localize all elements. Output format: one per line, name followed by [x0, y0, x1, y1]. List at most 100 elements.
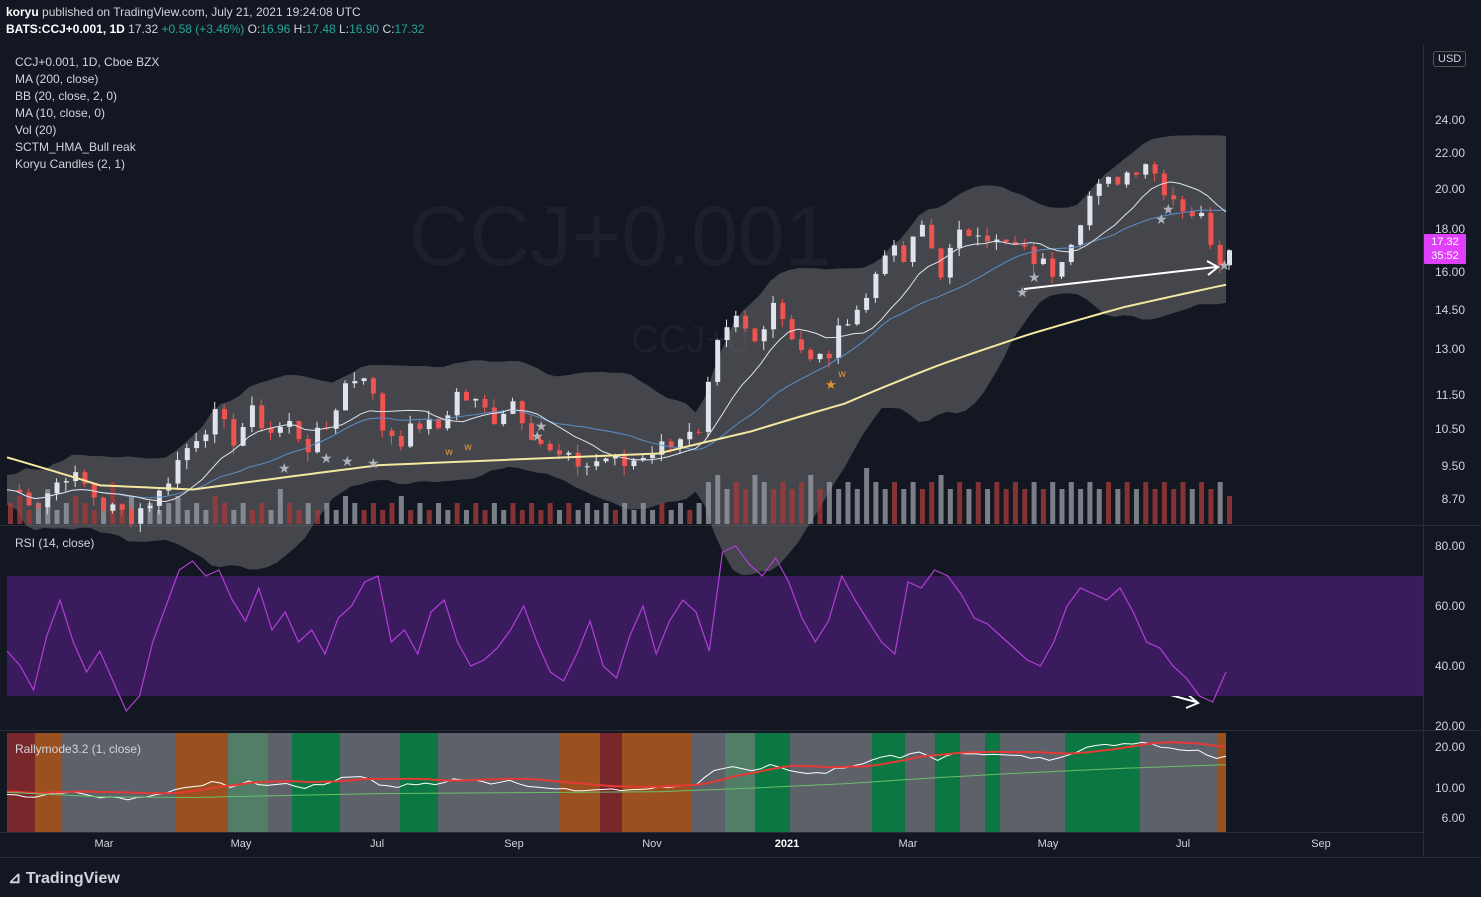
- candle-body: [557, 450, 563, 455]
- legend-symbol[interactable]: CCJ+0.001, 1D, Cboe BZX: [15, 55, 160, 69]
- volume-bar: [82, 503, 88, 524]
- candle-body: [128, 509, 134, 524]
- rally-label[interactable]: Rallymode3.2 (1, close): [15, 742, 142, 756]
- legend-sctm[interactable]: SCTM_HMA_Bull reak: [15, 140, 136, 154]
- signal-markers: ★ ★ ★ ★ ★ ★ ★ ★ ★ ★ ★: [278, 202, 1231, 477]
- legend-koryu[interactable]: Koryu Candles (2, 1): [15, 157, 126, 171]
- x-tick: May: [1037, 838, 1059, 850]
- low-label: L:: [339, 22, 350, 36]
- candle-body: [677, 439, 683, 448]
- candle-body: [612, 454, 618, 459]
- candle-body: [1199, 212, 1205, 217]
- rsi-label[interactable]: RSI (14, close): [15, 536, 95, 550]
- volume-bar: [547, 503, 553, 524]
- price-trendline[interactable]: [1023, 266, 1217, 290]
- volume-bar: [287, 503, 293, 524]
- currency-button[interactable]: USD: [1433, 51, 1467, 67]
- volume-bar: [408, 510, 414, 524]
- candle-body: [873, 273, 879, 298]
- candle-body: [743, 315, 749, 329]
- rallymode-bands: [7, 733, 1226, 832]
- candle-body: [491, 407, 497, 425]
- volume-bar: [743, 489, 749, 524]
- volume-bar: [957, 482, 963, 524]
- star-marker: ★: [1028, 270, 1041, 286]
- author[interactable]: koryu: [6, 5, 39, 19]
- candle-body: [854, 309, 860, 325]
- volume-bar: [1059, 489, 1065, 524]
- y-tick: 11.50: [1435, 388, 1465, 402]
- volume-bar: [845, 482, 851, 524]
- candle-body: [836, 325, 842, 359]
- star-marker: ★: [341, 454, 354, 470]
- candle-body: [1161, 173, 1167, 196]
- candle-body: [408, 423, 414, 447]
- volume-bar: [687, 510, 693, 524]
- candle-body: [184, 448, 190, 461]
- x-tick: Sep: [504, 838, 524, 850]
- candle-body: [333, 410, 339, 429]
- candle-body: [1143, 164, 1149, 175]
- volume-bar: [1217, 482, 1223, 524]
- volume-bar: [603, 503, 609, 524]
- volume-bar: [194, 503, 200, 524]
- volume-bar: [947, 489, 953, 524]
- price-trendline-arrow: [1206, 260, 1220, 276]
- legend-bb[interactable]: BB (20, close, 2, 0): [15, 89, 118, 103]
- legend-ma10[interactable]: MA (10, close, 0): [15, 106, 106, 120]
- volume-bar: [510, 503, 516, 524]
- candle-body: [668, 441, 674, 448]
- volume-bar: [761, 482, 767, 524]
- candle-body: [696, 431, 702, 433]
- candle-body: [54, 482, 60, 494]
- candle-body: [966, 229, 972, 237]
- legend-vol[interactable]: Vol (20): [15, 123, 57, 137]
- rsi-line: [6, 545, 1227, 713]
- candle-body: [789, 319, 795, 340]
- volume-bar: [1003, 489, 1009, 524]
- volume-bar: [389, 503, 395, 524]
- candle-body: [101, 497, 107, 511]
- candle-body: [733, 315, 739, 328]
- volume-bar: [1087, 482, 1093, 524]
- candles: [17, 161, 1232, 533]
- volume-bar: [463, 510, 469, 524]
- rally-band: [1000, 733, 1065, 832]
- candle-body: [26, 492, 32, 506]
- y-tick: 40.00: [1434, 659, 1465, 673]
- rally-band: [960, 733, 985, 832]
- candle-body: [1217, 244, 1223, 266]
- tradingview-icon: ⊿: [8, 870, 22, 887]
- legend-ma200[interactable]: MA (200, close): [15, 72, 99, 86]
- candle-body: [808, 349, 814, 360]
- candle-body: [1012, 241, 1018, 245]
- volume-bar: [1040, 489, 1046, 524]
- candle-body: [985, 235, 991, 242]
- volume-bar: [268, 510, 274, 524]
- tradingview-logo[interactable]: ⊿ TradingView: [8, 868, 120, 888]
- bb-basis-line: [6, 209, 1227, 500]
- star-marker: ★: [367, 456, 380, 472]
- star-marker: ★: [1162, 202, 1175, 218]
- candle-body: [1068, 244, 1074, 263]
- candle-body: [436, 418, 442, 429]
- y-tick: 9.50: [1441, 459, 1465, 473]
- candle-body: [1087, 195, 1093, 226]
- volume-bar: [798, 482, 804, 524]
- candle-body: [277, 426, 283, 433]
- volume-bar: [482, 510, 488, 524]
- volume-bar: [892, 482, 898, 524]
- last-price-badge: 17.32 35:52: [1424, 234, 1466, 264]
- candle-body: [305, 439, 311, 453]
- volume-bar: [1078, 489, 1084, 524]
- volume-bar: [752, 475, 758, 524]
- candle-body: [1189, 211, 1195, 217]
- volume-bar: [240, 503, 246, 524]
- watermark: CCJ+0.001: [409, 189, 832, 283]
- rally-band: [35, 733, 62, 832]
- high-label: H:: [293, 22, 306, 36]
- symbol[interactable]: BATS:CCJ+0.001, 1D: [6, 22, 125, 36]
- candle-body: [864, 297, 870, 310]
- volume-bar: [426, 510, 432, 524]
